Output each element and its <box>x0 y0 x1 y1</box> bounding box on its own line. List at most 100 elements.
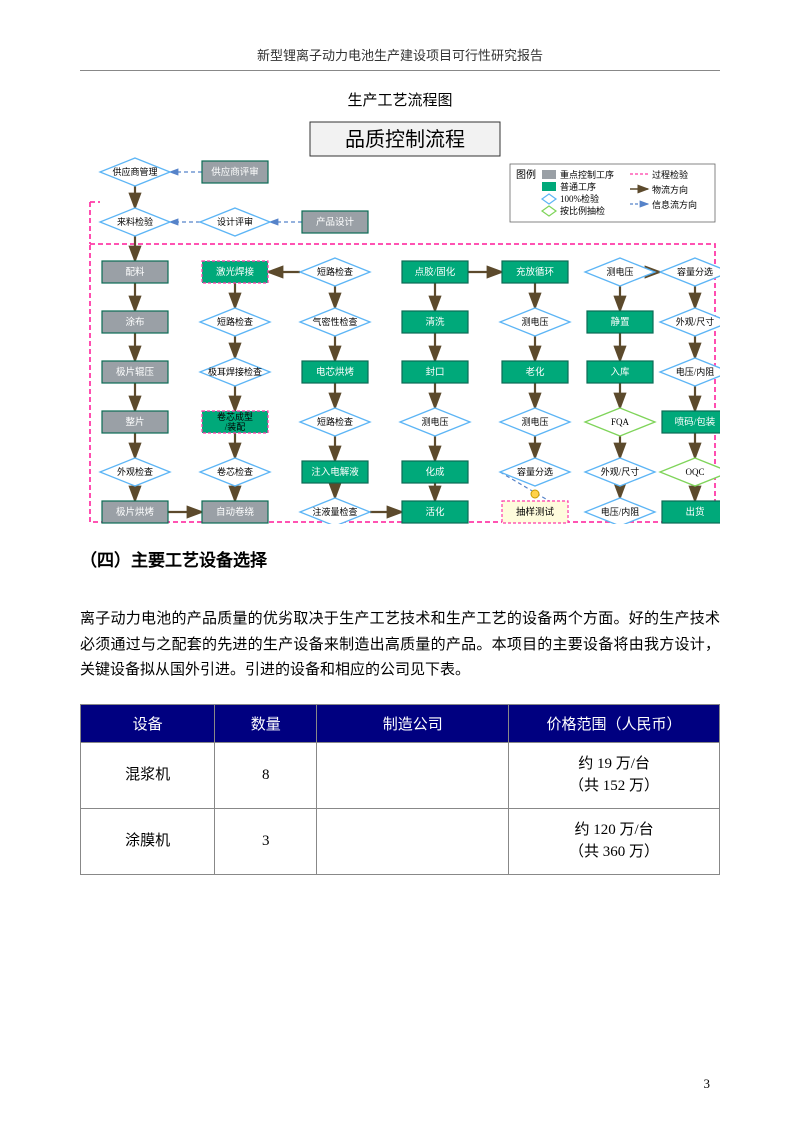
node-n_mix: 配料 <box>102 261 168 283</box>
svg-text:清洗: 清洗 <box>425 316 445 328</box>
svg-text:供应商评审: 供应商评审 <box>211 166 259 178</box>
svg-text:重点控制工序: 重点控制工序 <box>560 169 614 180</box>
flowchart-diagram: 品质控制流程图例重点控制工序普通工序100%检验按比例抽检过程检验物流方向信息流… <box>80 114 720 524</box>
node-n_bake2: 极片烘烤 <box>102 501 168 523</box>
svg-text:容量分选: 容量分选 <box>517 466 553 477</box>
node-n_laser: 激光焊接 <box>202 261 268 283</box>
node-n_clean: 清洗 <box>402 311 468 333</box>
table-row: 涂膜机3 约 120 万/台（共 360 万） <box>81 808 720 874</box>
table-row: 混浆机8 约 19 万/台（共 152 万） <box>81 742 720 808</box>
table-header-cell: 制造公司 <box>317 704 509 742</box>
svg-text:活化: 活化 <box>425 506 445 518</box>
svg-text:入库: 入库 <box>610 366 630 378</box>
svg-text:外观检查: 外观检查 <box>117 466 153 477</box>
svg-text:外观/尺寸: 外观/尺寸 <box>601 466 640 477</box>
node-n_volt2: 测电压 <box>500 308 570 336</box>
node-n_vir1: 电压/内阻 <box>660 358 720 386</box>
svg-text:普通工序: 普通工序 <box>560 181 596 192</box>
node-n_product_design: 产品设计 <box>302 211 368 233</box>
table-cell: 混浆机 <box>81 742 215 808</box>
svg-text:外观/尺寸: 外观/尺寸 <box>676 316 715 327</box>
table-cell: 涂膜机 <box>81 808 215 874</box>
table-header-cell: 数量 <box>215 704 317 742</box>
node-n_formation: 化成 <box>402 461 468 483</box>
node-n_oqc: OQC <box>660 458 720 486</box>
svg-text:设计评审: 设计评审 <box>217 216 253 227</box>
table-header-cell: 设备 <box>81 704 215 742</box>
node-n_ship: 出货 <box>662 501 720 523</box>
svg-text:气密性检查: 气密性检查 <box>312 316 357 327</box>
node-n_bake1: 电芯烘烤 <box>302 361 368 383</box>
svg-text:老化: 老化 <box>525 366 545 378</box>
svg-text:短路检查: 短路检查 <box>317 266 353 277</box>
svg-text:静置: 静置 <box>610 316 629 328</box>
svg-text:/装配: /装配 <box>225 421 246 432</box>
svg-text:极耳焊接检查: 极耳焊接检查 <box>208 366 262 377</box>
svg-text:卷芯检查: 卷芯检查 <box>217 466 253 477</box>
svg-text:测电压: 测电压 <box>521 416 548 427</box>
node-n_fqa: FQA <box>585 408 655 436</box>
node-n_code: 喷码/包装 <box>662 411 720 433</box>
body-paragraph: 离子动力电池的产品质量的优劣取决于生产工艺技术和生产工艺的设备两个方面。好的生产… <box>80 607 720 684</box>
node-n_volt3: 测电压 <box>400 408 470 436</box>
svg-text:产品设计: 产品设计 <box>316 216 355 228</box>
table-header-cell: 价格范围（人民币） <box>509 704 720 742</box>
svg-text:100%检验: 100%检验 <box>560 193 599 204</box>
node-n_airtight: 气密性检查 <box>300 308 370 336</box>
svg-text:测电压: 测电压 <box>421 416 448 427</box>
table-cell: 8 <box>215 742 317 808</box>
svg-text:容量分选: 容量分选 <box>677 266 713 277</box>
node-n_seal: 封口 <box>402 361 468 383</box>
table-cell: 约 120 万/台（共 360 万） <box>509 808 720 874</box>
section-heading: （四）主要工艺设备选择 <box>80 546 720 571</box>
node-n_size1: 外观/尺寸 <box>660 308 720 336</box>
svg-text:电压/内阻: 电压/内阻 <box>676 366 715 377</box>
node-n_supplier_review: 供应商评审 <box>202 161 268 183</box>
node-n_volt1: 测电压 <box>585 258 655 286</box>
node-n_short1: 短路检查 <box>300 258 370 286</box>
node-n_capsort2: 容量分选 <box>500 458 570 486</box>
svg-text:来料检验: 来料检验 <box>117 216 153 227</box>
page-header: 新型锂离子动力电池生产建设项目可行性研究报告 <box>80 45 720 71</box>
svg-text:卷芯成型: 卷芯成型 <box>217 411 253 422</box>
svg-text:抽样测试: 抽样测试 <box>516 506 555 518</box>
node-n_trim: 整片 <box>102 411 168 433</box>
svg-text:涂布: 涂布 <box>125 316 144 328</box>
svg-text:化成: 化成 <box>425 466 445 478</box>
node-n_autowind: 自动卷绕 <box>202 501 268 523</box>
node-n_inject: 注入电解液 <box>302 461 368 483</box>
svg-text:电芯烘烤: 电芯烘烤 <box>316 366 355 378</box>
svg-text:测电压: 测电压 <box>606 266 633 277</box>
node-n_coat: 涂布 <box>102 311 168 333</box>
svg-text:FQA: FQA <box>611 417 630 427</box>
svg-text:配料: 配料 <box>125 266 145 278</box>
node-n_incoming: 来料检验 <box>100 208 170 236</box>
svg-text:信息流方向: 信息流方向 <box>652 199 697 210</box>
table-cell <box>317 808 509 874</box>
table-cell: 约 19 万/台（共 152 万） <box>509 742 720 808</box>
svg-text:供应商管理: 供应商管理 <box>112 166 157 177</box>
node-n_store: 入库 <box>587 361 653 383</box>
page-number: 3 <box>704 1076 711 1092</box>
svg-text:点胶/固化: 点胶/固化 <box>415 266 456 278</box>
node-n_charge: 充放循环 <box>502 261 568 283</box>
svg-text:整片: 整片 <box>125 416 144 428</box>
node-n_appearance: 外观检查 <box>100 458 170 486</box>
node-n_short2: 短路检查 <box>200 308 270 336</box>
svg-text:充放循环: 充放循环 <box>516 266 554 278</box>
svg-text:封口: 封口 <box>425 366 444 378</box>
svg-text:喷码/包装: 喷码/包装 <box>675 416 716 428</box>
diagram-title: 生产工艺流程图 <box>80 89 720 110</box>
svg-text:激光焊接: 激光焊接 <box>216 266 255 278</box>
node-n_press: 极片辊压 <box>102 361 168 383</box>
svg-text:过程检验: 过程检验 <box>652 169 688 180</box>
svg-text:出货: 出货 <box>685 506 704 518</box>
node-n_winding: 卷芯成型/装配 <box>202 411 268 433</box>
node-n_volt4: 测电压 <box>500 408 570 436</box>
node-n_injchk: 注液量检查 <box>300 498 370 524</box>
node-n_tabweld: 极耳焊接检查 <box>200 358 270 386</box>
node-n_aging: 老化 <box>502 361 568 383</box>
svg-text:自动卷绕: 自动卷绕 <box>216 506 255 518</box>
table-cell: 3 <box>215 808 317 874</box>
equipment-table: 设备数量制造公司价格范围（人民币） 混浆机8约 19 万/台（共 152 万）涂… <box>80 704 720 875</box>
